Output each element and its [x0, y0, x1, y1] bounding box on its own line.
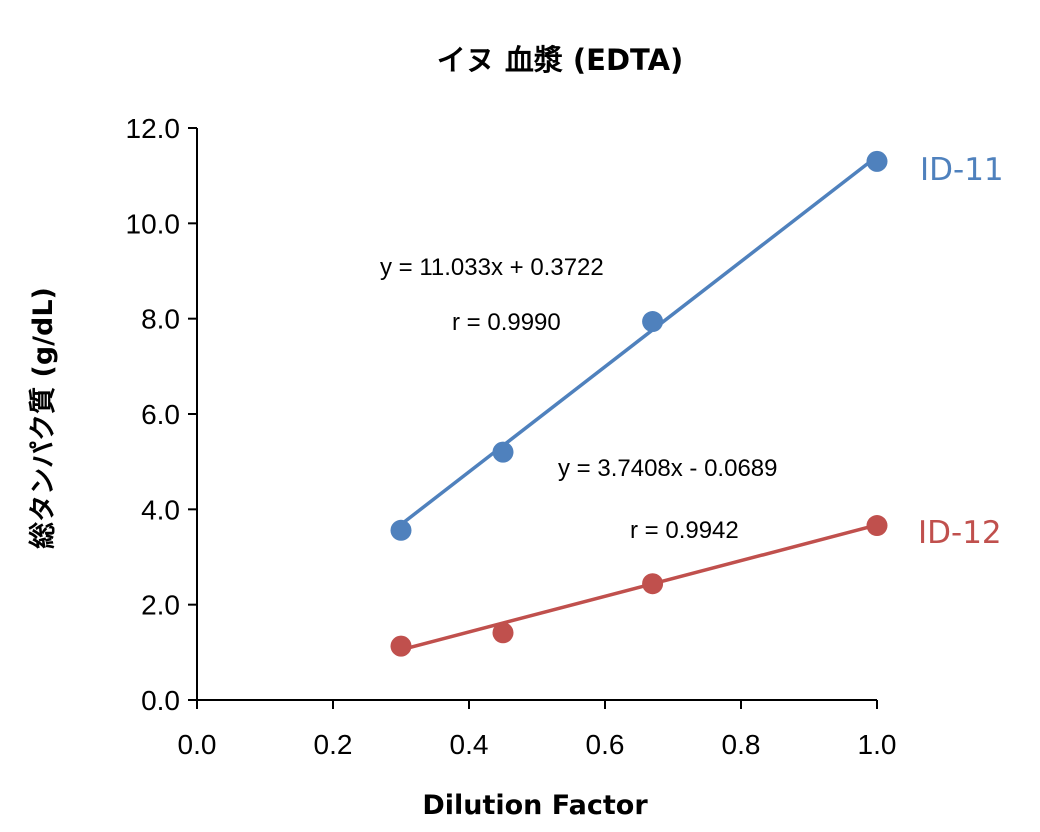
x-axis-label: Dilution Factor [422, 790, 648, 821]
x-tick-label: 0.4 [450, 729, 489, 760]
y-tick-label: 6.0 [141, 399, 180, 430]
data-point-id-12 [642, 573, 664, 595]
series-label-id-12: ID-12 [918, 515, 1002, 551]
data-point-id-12 [492, 622, 514, 644]
data-point-id-11 [390, 519, 412, 541]
data-point-id-12 [390, 635, 412, 657]
series-label-id-11: ID-11 [920, 152, 1004, 188]
y-tick-label: 10.0 [126, 208, 181, 239]
trendline-id-12 [400, 523, 878, 652]
y-tick-label: 12.0 [126, 113, 181, 144]
x-tick-label: 1.0 [858, 729, 897, 760]
series-layer [390, 150, 888, 657]
y-tick-label: 4.0 [141, 494, 180, 525]
trendline-id-11 [399, 154, 879, 526]
r-value-id-12: r = 0.9942 [630, 517, 739, 544]
data-point-id-11 [866, 150, 888, 172]
chart-title: イヌ 血漿 (EDTA) [437, 43, 684, 77]
r-value-id-11: r = 0.9990 [452, 309, 561, 336]
y-tick-label: 0.0 [141, 685, 180, 716]
data-point-id-11 [642, 311, 664, 333]
ticks: 0.0 2.0 4.0 6.0 8.0 10.0 12.0 0.0 0.2 0.4 0.6 0.8 1.… [126, 113, 897, 760]
y-tick-label: 8.0 [141, 304, 180, 335]
equation-id-11: y = 11.033x + 0.3722 [380, 254, 604, 281]
x-tick-label: 0.6 [586, 729, 625, 760]
data-point-id-11 [492, 441, 514, 463]
x-tick-label: 0.8 [722, 729, 761, 760]
x-tick-label: 0.0 [178, 729, 217, 760]
y-axis-label: 総タンパク質 (g/dL) [27, 287, 59, 549]
x-tick-label: 0.2 [314, 729, 353, 760]
equation-id-12: y = 3.7408x - 0.0689 [558, 455, 778, 482]
y-tick-label: 2.0 [141, 590, 180, 621]
data-point-id-12 [866, 515, 888, 537]
